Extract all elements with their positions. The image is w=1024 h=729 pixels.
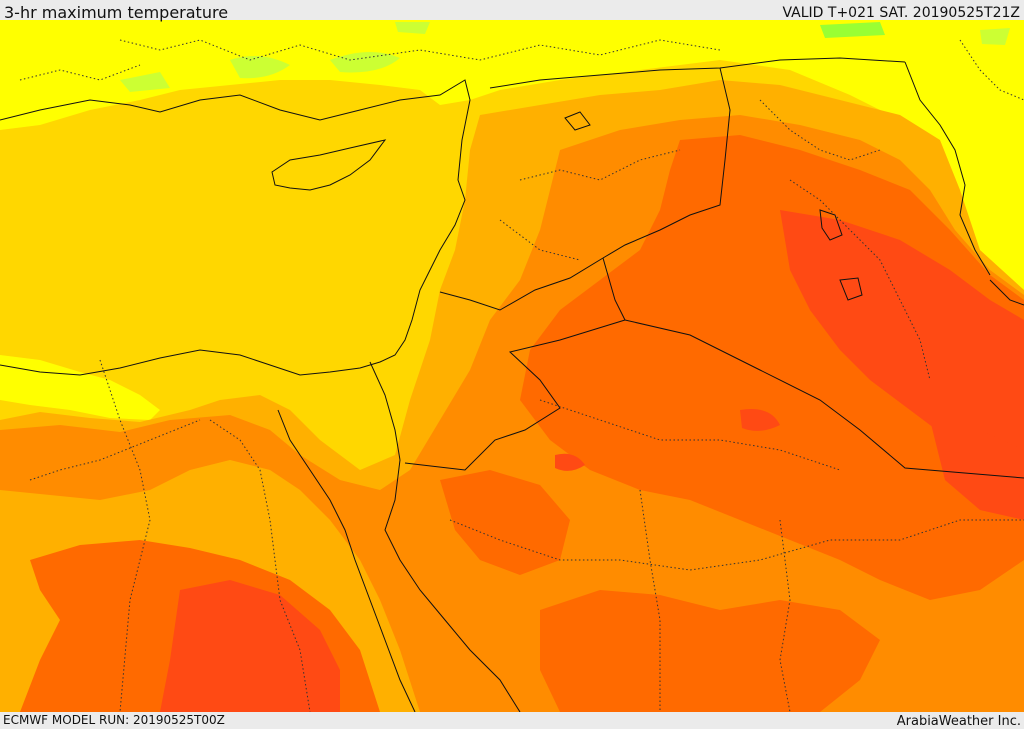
- borders: [369, 57, 1024, 479]
- header-bar: 3-hr maximum temperature VALID T+021 SAT…: [0, 0, 1024, 22]
- border-iraq-iran: [904, 61, 991, 276]
- temp-zone-green-3: [820, 22, 885, 38]
- temp-zone-hot-upper-egypt: [160, 580, 340, 712]
- provincial-boundaries: [19, 39, 1024, 712]
- model-run-label: ECMWF MODEL RUN: 20190525T00Z: [3, 713, 225, 727]
- temperature-map[interactable]: [0, 20, 1024, 712]
- border-jordan-iraq: [602, 257, 626, 321]
- temp-zone-hot-spot-2: [740, 409, 780, 431]
- temp-zone-hot-kuwait: [930, 420, 1024, 520]
- border-egypt-israel: [369, 361, 401, 461]
- coastline-mediterranean: [0, 79, 471, 376]
- coastline-red-sea-east: [384, 459, 521, 712]
- coastline-lake-tharthar: [819, 209, 843, 241]
- temp-zone-green-4: [395, 22, 430, 34]
- border-turkey-syria: [489, 57, 906, 89]
- coastline-lake-razazah: [839, 277, 863, 301]
- temp-zone-hot-spot-1: [555, 453, 585, 471]
- footer-bar: ECMWF MODEL RUN: 20190525T00Z ArabiaWeat…: [0, 712, 1024, 729]
- coastlines: [0, 79, 1024, 712]
- temp-zone-ne-yellow: [935, 100, 1024, 290]
- map-title: 3-hr maximum temperature: [4, 3, 229, 22]
- valid-time-label: VALID T+021 SAT. 20190525T21Z: [782, 5, 1020, 21]
- border-syria-iraq: [602, 67, 731, 259]
- coastline-gulf: [989, 279, 1024, 306]
- credit-label: ArabiaWeather Inc.: [896, 714, 1021, 729]
- temp-zone-deep-orange-hijaz: [440, 470, 570, 575]
- temp-zone-green-5: [980, 28, 1010, 45]
- border-iraq-saudi: [624, 319, 1024, 479]
- temp-zone-hot-iraq: [780, 210, 1024, 470]
- temp-zone-green-1: [230, 56, 290, 79]
- border-syria-jordan: [439, 257, 604, 311]
- coastline-lake-assad: [564, 111, 591, 131]
- temp-zone-green-6: [120, 72, 170, 92]
- border-jordan-saudi: [404, 319, 626, 471]
- coastline-cyprus: [271, 139, 387, 191]
- coastline-red-sea-west: [277, 409, 416, 712]
- temp-zone-west-yellow: [0, 355, 160, 420]
- temp-zone-deep-orange-arabia: [540, 590, 880, 712]
- temp-zone-green-2: [330, 51, 400, 73]
